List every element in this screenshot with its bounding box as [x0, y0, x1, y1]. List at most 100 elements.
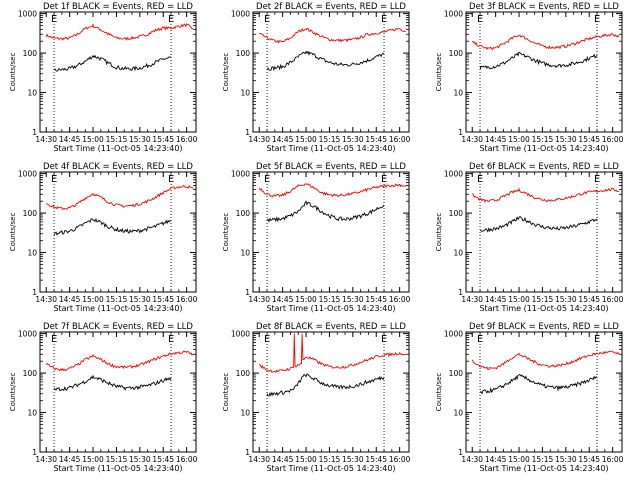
y-axis-label: Counts/sec: [9, 373, 17, 412]
y-tick-label: 1000: [444, 330, 463, 339]
plot-title: Det 2f BLACK = Events, RED = LLD: [256, 2, 406, 12]
lld-series-line: [259, 27, 406, 44]
time-marker-label: E: [51, 334, 57, 345]
plot-title: Det 1f BLACK = Events, RED = LLD: [43, 2, 193, 12]
plot-title: Det 9f BLACK = Events, RED = LLD: [469, 322, 619, 332]
x-tick-label: 15:30: [129, 295, 151, 304]
x-tick-label: 14:30: [248, 135, 270, 144]
x-tick-label: 15:45: [365, 295, 387, 304]
time-marker-label: E: [381, 174, 387, 185]
y-axis-label: Counts/sec: [9, 53, 17, 92]
x-tick-label: 15:00: [508, 295, 530, 304]
x-tick-label: 14:45: [272, 295, 294, 304]
x-tick-label: 15:00: [82, 295, 104, 304]
x-tick-label: 15:45: [152, 455, 174, 464]
x-tick-label: 14:30: [35, 135, 57, 144]
y-axis-label: Counts/sec: [222, 53, 230, 92]
y-axis-label: Counts/sec: [222, 213, 230, 252]
y-axis-label: Counts/sec: [435, 373, 443, 412]
time-marker-label: E: [51, 174, 57, 185]
y-tick-label: 1000: [18, 170, 37, 179]
x-axis-label: Start Time (11-Oct-05 14:23:40): [53, 144, 182, 153]
x-tick-label: 16:00: [602, 135, 624, 144]
x-axis-label: Start Time (11-Oct-05 14:23:40): [479, 464, 608, 473]
x-tick-label: 15:15: [319, 455, 341, 464]
events-series-line: [266, 200, 385, 223]
x-axis-label: Start Time (11-Oct-05 14:23:40): [266, 144, 395, 153]
x-tick-label: 14:30: [461, 295, 483, 304]
plot-panel-3: Det 3f BLACK = Events, RED = LLD 1 10 100 10…: [435, 2, 624, 153]
y-tick-label: 1: [32, 448, 37, 457]
y-tick-label: 1000: [444, 170, 463, 179]
x-tick-label: 15:00: [82, 135, 104, 144]
y-tick-label: 10: [240, 409, 250, 418]
x-tick-label: 15:30: [342, 135, 364, 144]
plot-title: Det 4f BLACK = Events, RED = LLD: [43, 162, 193, 172]
x-tick-label: 15:15: [106, 135, 128, 144]
plot-panel-4: Det 4f BLACK = Events, RED = LLD 1 10 100 10…: [9, 162, 198, 313]
time-marker-label: E: [168, 174, 174, 185]
x-axis-label: Start Time (11-Oct-05 14:23:40): [479, 144, 608, 153]
x-tick-label: 15:15: [532, 135, 554, 144]
plot-frame: [252, 171, 410, 293]
time-marker-label: E: [264, 14, 270, 25]
x-tick-label: 15:30: [555, 295, 577, 304]
x-tick-label: 15:45: [578, 135, 600, 144]
lld-series-line: [471, 32, 620, 51]
x-tick-label: 14:30: [35, 455, 57, 464]
y-axis-label: Counts/sec: [222, 373, 230, 412]
y-tick-label: 1000: [444, 10, 463, 19]
x-tick-label: 15:00: [295, 295, 317, 304]
x-tick-label: 15:45: [578, 455, 600, 464]
y-tick-label: 100: [236, 49, 251, 58]
y-tick-label: 1: [245, 448, 250, 457]
events-series-line: [53, 374, 172, 392]
y-tick-label: 100: [449, 369, 464, 378]
x-tick-label: 15:45: [365, 135, 387, 144]
x-tick-label: 15:00: [295, 455, 317, 464]
x-tick-label: 15:45: [365, 455, 387, 464]
y-tick-label: 1: [32, 288, 37, 297]
x-tick-label: 16:00: [389, 295, 411, 304]
y-tick-label: 1000: [18, 330, 37, 339]
plot-frame: [252, 331, 410, 453]
y-axis-label: Counts/sec: [435, 213, 443, 252]
x-tick-label: 14:30: [248, 455, 270, 464]
y-tick-label: 100: [23, 209, 38, 218]
y-tick-label: 100: [23, 49, 38, 58]
x-tick-label: 14:30: [461, 455, 483, 464]
x-tick-label: 15:15: [106, 455, 128, 464]
events-series-line: [266, 50, 385, 72]
y-tick-label: 100: [236, 209, 251, 218]
plot-frame: [465, 171, 623, 293]
y-tick-label: 1: [458, 128, 463, 137]
plot-frame: [252, 11, 410, 133]
x-axis-label: Start Time (11-Oct-05 14:23:40): [266, 304, 395, 313]
x-tick-label: 15:00: [508, 455, 530, 464]
x-tick-label: 14:45: [485, 135, 507, 144]
time-marker-label: E: [168, 14, 174, 25]
y-tick-label: 10: [453, 249, 463, 258]
y-tick-label: 1000: [231, 10, 250, 19]
y-tick-label: 1: [32, 128, 37, 137]
y-tick-label: 100: [236, 369, 251, 378]
y-tick-label: 10: [453, 409, 463, 418]
x-tick-label: 15:30: [129, 455, 151, 464]
y-tick-label: 1000: [231, 330, 250, 339]
time-marker-label: E: [51, 14, 57, 25]
x-tick-label: 14:45: [485, 455, 507, 464]
plot-panel-6: Det 6f BLACK = Events, RED = LLD 1 10 100 10…: [435, 162, 624, 313]
lld-series-line: [45, 23, 193, 41]
events-series-line: [479, 51, 598, 70]
x-tick-label: 16:00: [389, 455, 411, 464]
x-tick-label: 15:00: [82, 455, 104, 464]
lld-series-line: [45, 350, 194, 372]
plot-frame: [465, 11, 623, 133]
x-axis-label: Start Time (11-Oct-05 14:23:40): [479, 304, 608, 313]
x-axis-label: Start Time (11-Oct-05 14:23:40): [53, 304, 182, 313]
time-marker-label: E: [477, 174, 483, 185]
lld-series-line: [471, 350, 620, 370]
x-tick-label: 16:00: [176, 295, 198, 304]
plot-title: Det 8f BLACK = Events, RED = LLD: [256, 322, 406, 332]
x-tick-label: 15:45: [152, 295, 174, 304]
